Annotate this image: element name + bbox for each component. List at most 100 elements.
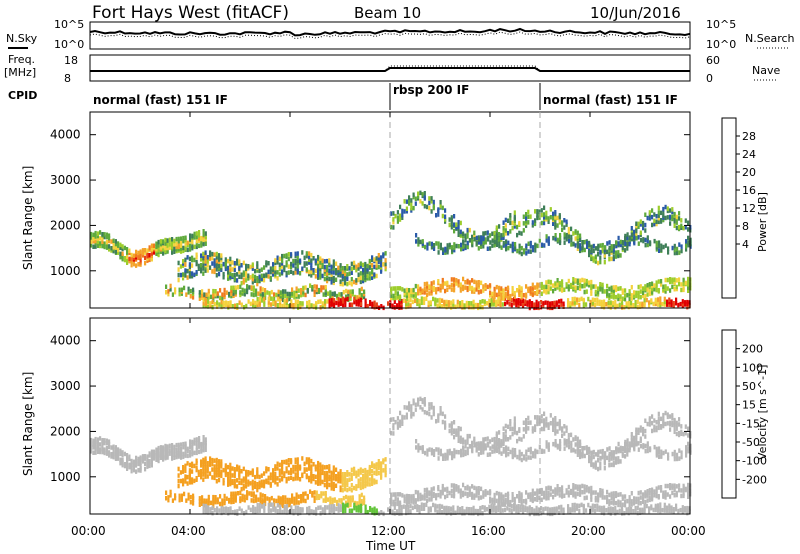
power-cell bbox=[192, 287, 195, 293]
power-cell bbox=[355, 264, 358, 269]
velocity-cell bbox=[577, 447, 580, 452]
velocity-cell bbox=[633, 496, 636, 501]
power-cell bbox=[165, 290, 168, 295]
x-tick-label: 12:00 bbox=[371, 524, 406, 538]
power-cell bbox=[660, 247, 663, 253]
velocity-cell bbox=[496, 448, 499, 453]
power-cell bbox=[498, 285, 501, 291]
power-cell bbox=[210, 294, 213, 300]
power-cell bbox=[618, 302, 621, 308]
power-cell bbox=[610, 246, 613, 252]
velocity-cell bbox=[499, 505, 502, 510]
power-cell bbox=[574, 236, 577, 241]
velocity-cell bbox=[360, 492, 363, 498]
power-cell bbox=[513, 297, 516, 302]
power-cell bbox=[394, 213, 397, 219]
velocity-cell bbox=[525, 418, 528, 423]
velocity-cell bbox=[229, 465, 232, 471]
velocity-cell bbox=[673, 417, 676, 423]
power-cell bbox=[489, 293, 492, 298]
power-cell bbox=[633, 293, 636, 299]
power-cell bbox=[644, 293, 647, 299]
velocity-cell bbox=[561, 485, 564, 490]
velocity-cell bbox=[348, 508, 351, 513]
power-cell bbox=[246, 284, 249, 289]
power-cell bbox=[326, 276, 329, 281]
power-cell bbox=[323, 264, 326, 270]
power-cell bbox=[450, 218, 453, 223]
power-cell bbox=[126, 250, 129, 255]
power-cell bbox=[664, 215, 667, 221]
velocity-cell bbox=[128, 464, 131, 470]
power-cell bbox=[171, 242, 174, 248]
velocity-cell bbox=[596, 507, 599, 512]
power-cell bbox=[130, 262, 133, 268]
power-cell bbox=[294, 270, 297, 275]
velocity-cell bbox=[655, 486, 658, 491]
velocity-cell bbox=[198, 436, 201, 441]
velocity-cell bbox=[103, 450, 106, 456]
velocity-cell bbox=[320, 491, 323, 496]
power-cell bbox=[305, 253, 308, 259]
power-cell bbox=[442, 250, 445, 255]
velocity-cell bbox=[624, 494, 627, 499]
velocity-cell bbox=[646, 493, 649, 498]
power-cell bbox=[617, 296, 620, 302]
velocity-cell bbox=[556, 421, 559, 427]
velocity-cell bbox=[356, 501, 359, 506]
velocity-cell bbox=[527, 415, 530, 421]
velocity-cell bbox=[658, 446, 661, 451]
power-cell bbox=[360, 292, 363, 298]
velocity-cell bbox=[309, 489, 312, 494]
power-cell bbox=[610, 285, 613, 291]
power-cell bbox=[178, 287, 181, 293]
velocity-cell bbox=[195, 444, 198, 450]
nsky-tick-bottom: 10^0 bbox=[54, 38, 84, 51]
power-cell bbox=[633, 240, 636, 246]
velocity-cell bbox=[417, 443, 420, 448]
power-cell bbox=[459, 303, 462, 309]
velocity-cell bbox=[574, 449, 577, 454]
power-cell bbox=[359, 275, 362, 281]
power-cell bbox=[567, 287, 570, 292]
power-cell bbox=[94, 234, 97, 239]
power-cell bbox=[482, 288, 485, 293]
velocity-cell bbox=[171, 498, 174, 503]
velocity-cell bbox=[498, 449, 501, 455]
freq-unit: [MHz] bbox=[4, 66, 36, 79]
velocity-cell bbox=[339, 485, 342, 490]
power-cell bbox=[230, 288, 233, 294]
velocity-cell bbox=[137, 468, 140, 473]
velocity-cell bbox=[669, 420, 672, 426]
velocity-cell bbox=[419, 405, 422, 410]
power-cell bbox=[430, 209, 433, 214]
power-cell bbox=[525, 212, 528, 217]
power-cell bbox=[110, 239, 113, 244]
power-cell bbox=[517, 303, 520, 308]
power-cell bbox=[96, 231, 99, 236]
power-cell bbox=[202, 240, 205, 245]
velocity-cell bbox=[453, 451, 456, 456]
power-cell bbox=[589, 302, 592, 307]
power-cell bbox=[245, 303, 248, 309]
y-tick-label: 2000 bbox=[50, 424, 81, 438]
power-cell bbox=[423, 281, 426, 287]
velocity-cell bbox=[315, 511, 318, 516]
power-cell bbox=[215, 261, 218, 267]
velocity-cell bbox=[569, 507, 572, 512]
velocity-cell bbox=[555, 506, 558, 511]
power-cell bbox=[657, 297, 660, 302]
power-cell bbox=[522, 221, 525, 226]
power-cell bbox=[312, 268, 315, 273]
power-cell bbox=[586, 241, 589, 246]
velocity-cell bbox=[534, 454, 537, 459]
power-cell bbox=[438, 297, 441, 303]
velocity-cell bbox=[198, 449, 201, 455]
power-cell bbox=[495, 239, 498, 244]
velocity-cell bbox=[447, 506, 450, 511]
power-cell bbox=[351, 289, 354, 294]
velocity-cell bbox=[655, 490, 658, 496]
velocity-cell bbox=[321, 479, 324, 485]
velocity-cell bbox=[103, 438, 106, 443]
velocity-cell bbox=[554, 431, 557, 436]
